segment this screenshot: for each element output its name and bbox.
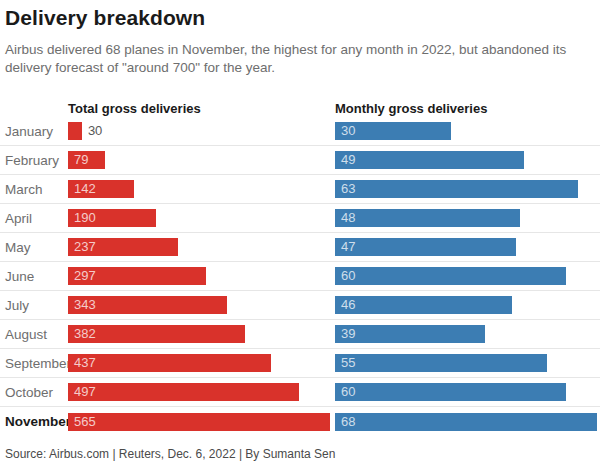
monthly-bar-value: 39 bbox=[335, 325, 485, 343]
monthly-bar: 60 bbox=[335, 267, 566, 285]
month-label: May bbox=[0, 240, 68, 255]
total-bar: 190 bbox=[68, 209, 156, 227]
monthly-bar-value: 55 bbox=[335, 354, 547, 372]
column-header-total: Total gross deliveries bbox=[68, 101, 201, 116]
total-bar: 237 bbox=[68, 238, 178, 256]
total-bar-value: 437 bbox=[68, 354, 271, 372]
monthly-bar-value: 60 bbox=[335, 383, 566, 401]
total-bar-value: 343 bbox=[68, 296, 227, 314]
chart-row: February79 49 bbox=[0, 146, 600, 175]
source-line: Source: Airbus.com | Reuters, Dec. 6, 20… bbox=[5, 447, 335, 461]
month-label: April bbox=[0, 211, 68, 226]
chart-page: Delivery breakdown Airbus delivered 68 p… bbox=[0, 0, 600, 465]
monthly-bar-cell: 55 bbox=[335, 349, 600, 377]
total-bar-cell: 343 bbox=[68, 291, 335, 319]
total-bar: 297 bbox=[68, 267, 206, 285]
chart-row: June297 60 bbox=[0, 262, 600, 291]
monthly-bar: 68 bbox=[335, 413, 597, 431]
monthly-bar: 39 bbox=[335, 325, 485, 343]
chart-rows: January 30 30 February79 49 March142 63 April19… bbox=[0, 117, 600, 436]
total-bar-cell: 237 bbox=[68, 233, 335, 261]
monthly-bar-value: 47 bbox=[335, 238, 516, 256]
month-label: July bbox=[0, 298, 68, 313]
month-label: February bbox=[0, 153, 68, 168]
chart-row: March142 63 bbox=[0, 175, 600, 204]
monthly-bar-value: 49 bbox=[335, 151, 524, 169]
monthly-bar-cell: 48 bbox=[335, 204, 600, 232]
monthly-bar-value: 63 bbox=[335, 180, 578, 198]
monthly-bar-cell: 49 bbox=[335, 146, 600, 174]
total-bar: 565 bbox=[68, 413, 330, 431]
monthly-bar: 46 bbox=[335, 296, 512, 314]
month-label: June bbox=[0, 269, 68, 284]
total-bar-value: 297 bbox=[68, 267, 206, 285]
monthly-bar-value: 48 bbox=[335, 209, 520, 227]
chart-row: April190 48 bbox=[0, 204, 600, 233]
total-bar: 382 bbox=[68, 325, 245, 343]
total-bar: 343 bbox=[68, 296, 227, 314]
chart-row: May237 47 bbox=[0, 233, 600, 262]
total-bar-cell: 30 bbox=[68, 117, 335, 145]
total-bar-cell: 79 bbox=[68, 146, 335, 174]
series-headers: Total gross deliveries Monthly gross del… bbox=[0, 101, 600, 117]
monthly-bar: 60 bbox=[335, 383, 566, 401]
total-bar-cell: 565 bbox=[68, 407, 335, 436]
chart-subtitle: Airbus delivered 68 planes in November, … bbox=[5, 41, 583, 76]
monthly-bar-value: 68 bbox=[335, 413, 597, 431]
page-title: Delivery breakdown bbox=[5, 6, 205, 30]
month-label: October bbox=[0, 385, 68, 400]
month-label: March bbox=[0, 182, 68, 197]
month-label: November bbox=[0, 414, 68, 429]
total-bar-value: 79 bbox=[68, 151, 105, 169]
total-bar-cell: 497 bbox=[68, 378, 335, 406]
monthly-bar-cell: 68 bbox=[335, 407, 600, 436]
month-label: September bbox=[0, 356, 68, 371]
total-bar-value: 190 bbox=[68, 209, 156, 227]
monthly-bar-cell: 60 bbox=[335, 262, 600, 290]
total-bar: 142 bbox=[68, 180, 134, 198]
total-bar-value: 382 bbox=[68, 325, 245, 343]
chart-row: October497 60 bbox=[0, 378, 600, 407]
monthly-bar-cell: 60 bbox=[335, 378, 600, 406]
total-bar-cell: 190 bbox=[68, 204, 335, 232]
monthly-bar-cell: 63 bbox=[335, 175, 600, 203]
monthly-bar: 30 bbox=[335, 122, 451, 140]
monthly-bar: 47 bbox=[335, 238, 516, 256]
total-bar-value: 497 bbox=[68, 383, 299, 401]
monthly-bar: 63 bbox=[335, 180, 578, 198]
month-label: August bbox=[0, 327, 68, 342]
chart-row: August382 39 bbox=[0, 320, 600, 349]
total-bar-cell: 382 bbox=[68, 320, 335, 348]
monthly-bar-cell: 46 bbox=[335, 291, 600, 319]
chart-row: January 30 30 bbox=[0, 117, 600, 146]
month-label: January bbox=[0, 124, 68, 139]
total-bar-value: 142 bbox=[68, 180, 134, 198]
total-bar-cell: 297 bbox=[68, 262, 335, 290]
total-bar-value: 565 bbox=[68, 413, 330, 431]
chart-row: July343 46 bbox=[0, 291, 600, 320]
monthly-bar: 49 bbox=[335, 151, 524, 169]
column-header-monthly: Monthly gross deliveries bbox=[335, 101, 487, 116]
monthly-bar-value: 30 bbox=[335, 122, 451, 140]
monthly-bar-cell: 47 bbox=[335, 233, 600, 261]
total-bar-cell: 142 bbox=[68, 175, 335, 203]
total-bar: 437 bbox=[68, 354, 271, 372]
total-bar-value: 30 bbox=[88, 122, 102, 140]
monthly-bar: 55 bbox=[335, 354, 547, 372]
monthly-bar-value: 46 bbox=[335, 296, 512, 314]
monthly-bar: 48 bbox=[335, 209, 520, 227]
chart-row: November565 68 bbox=[0, 407, 600, 436]
monthly-bar-cell: 30 bbox=[335, 117, 600, 145]
monthly-bar-cell: 39 bbox=[335, 320, 600, 348]
monthly-bar-value: 60 bbox=[335, 267, 566, 285]
total-bar-value: 237 bbox=[68, 238, 178, 256]
total-bar: 79 bbox=[68, 151, 105, 169]
total-bar: 497 bbox=[68, 383, 299, 401]
chart-row: September437 55 bbox=[0, 349, 600, 378]
total-bar-cell: 437 bbox=[68, 349, 335, 377]
total-bar bbox=[68, 122, 82, 140]
